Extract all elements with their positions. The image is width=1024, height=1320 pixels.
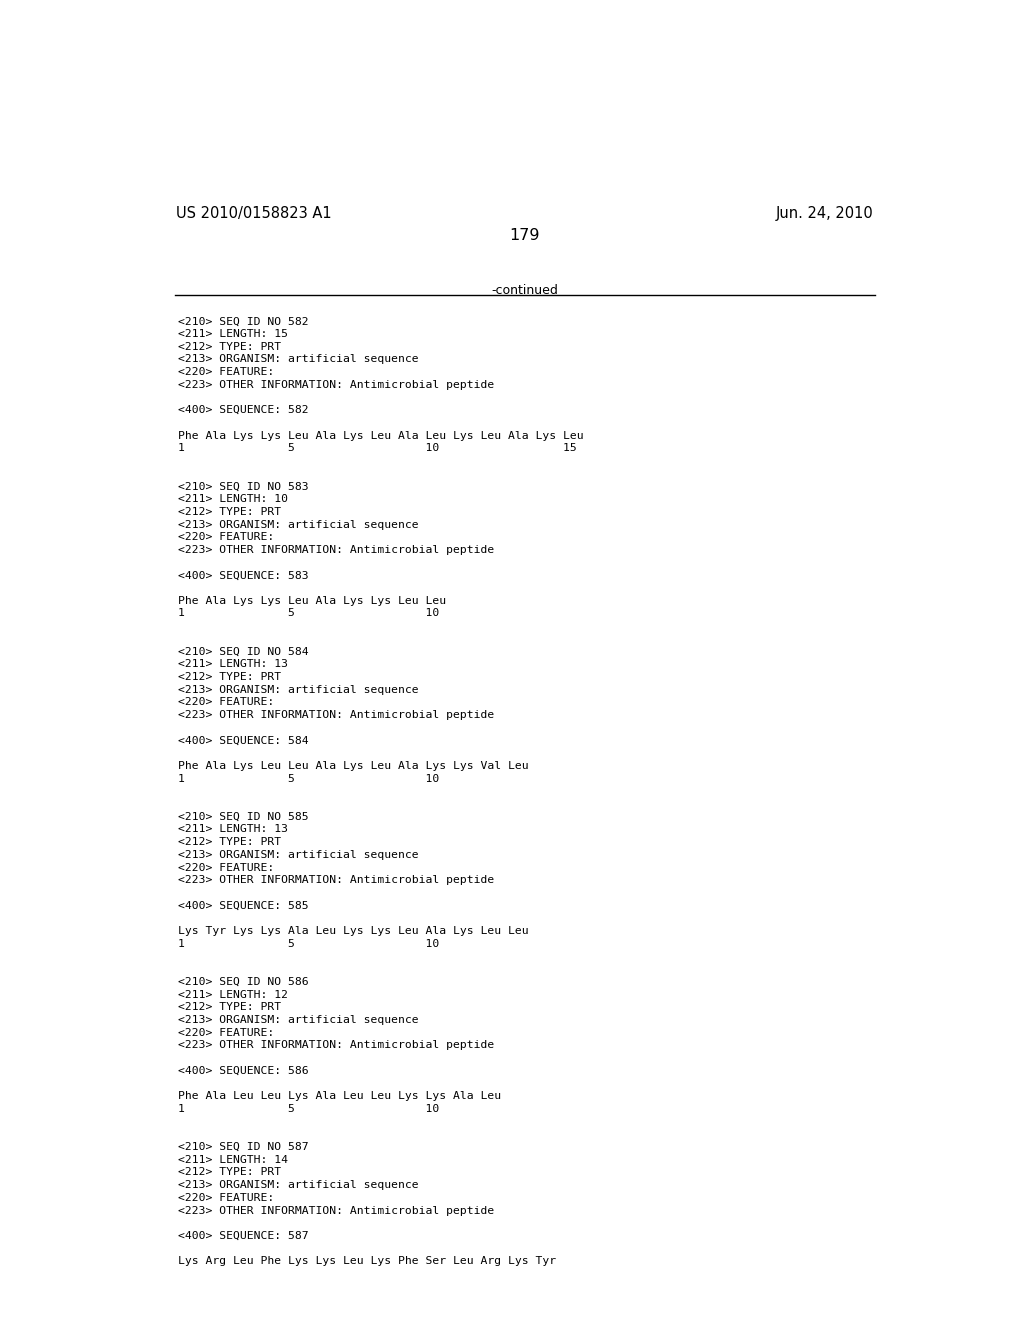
Text: Phe Ala Leu Leu Lys Ala Leu Leu Lys Lys Ala Leu: Phe Ala Leu Leu Lys Ala Leu Leu Lys Lys … <box>178 1092 502 1101</box>
Text: <223> OTHER INFORMATION: Antimicrobial peptide: <223> OTHER INFORMATION: Antimicrobial p… <box>178 710 495 721</box>
Text: <400> SEQUENCE: 583: <400> SEQUENCE: 583 <box>178 570 309 581</box>
Text: 1               5                   10: 1 5 10 <box>178 609 439 619</box>
Text: <210> SEQ ID NO 582: <210> SEQ ID NO 582 <box>178 317 309 326</box>
Text: <223> OTHER INFORMATION: Antimicrobial peptide: <223> OTHER INFORMATION: Antimicrobial p… <box>178 875 495 886</box>
Text: Phe Ala Lys Leu Leu Ala Lys Leu Ala Lys Lys Val Leu: Phe Ala Lys Leu Leu Ala Lys Leu Ala Lys … <box>178 760 529 771</box>
Text: <223> OTHER INFORMATION: Antimicrobial peptide: <223> OTHER INFORMATION: Antimicrobial p… <box>178 380 495 389</box>
Text: <211> LENGTH: 13: <211> LENGTH: 13 <box>178 825 289 834</box>
Text: <400> SEQUENCE: 585: <400> SEQUENCE: 585 <box>178 900 309 911</box>
Text: <211> LENGTH: 15: <211> LENGTH: 15 <box>178 329 289 339</box>
Text: <400> SEQUENCE: 586: <400> SEQUENCE: 586 <box>178 1065 309 1076</box>
Text: <210> SEQ ID NO 586: <210> SEQ ID NO 586 <box>178 977 309 987</box>
Text: <223> OTHER INFORMATION: Antimicrobial peptide: <223> OTHER INFORMATION: Antimicrobial p… <box>178 1205 495 1216</box>
Text: 1               5                   10                  15: 1 5 10 15 <box>178 444 578 453</box>
Text: 179: 179 <box>510 227 540 243</box>
Text: <400> SEQUENCE: 584: <400> SEQUENCE: 584 <box>178 735 309 746</box>
Text: <220> FEATURE:: <220> FEATURE: <box>178 697 274 708</box>
Text: <213> ORGANISM: artificial sequence: <213> ORGANISM: artificial sequence <box>178 354 419 364</box>
Text: Lys Arg Leu Phe Lys Lys Leu Lys Phe Ser Leu Arg Lys Tyr: Lys Arg Leu Phe Lys Lys Leu Lys Phe Ser … <box>178 1257 556 1266</box>
Text: Jun. 24, 2010: Jun. 24, 2010 <box>776 206 873 222</box>
Text: <210> SEQ ID NO 585: <210> SEQ ID NO 585 <box>178 812 309 822</box>
Text: <220> FEATURE:: <220> FEATURE: <box>178 1028 274 1038</box>
Text: <400> SEQUENCE: 582: <400> SEQUENCE: 582 <box>178 405 309 416</box>
Text: <223> OTHER INFORMATION: Antimicrobial peptide: <223> OTHER INFORMATION: Antimicrobial p… <box>178 545 495 554</box>
Text: <210> SEQ ID NO 584: <210> SEQ ID NO 584 <box>178 647 309 656</box>
Text: <211> LENGTH: 10: <211> LENGTH: 10 <box>178 494 289 504</box>
Text: <211> LENGTH: 14: <211> LENGTH: 14 <box>178 1155 289 1164</box>
Text: <220> FEATURE:: <220> FEATURE: <box>178 367 274 378</box>
Text: <212> TYPE: PRT: <212> TYPE: PRT <box>178 507 282 517</box>
Text: Phe Ala Lys Lys Leu Ala Lys Lys Leu Leu: Phe Ala Lys Lys Leu Ala Lys Lys Leu Leu <box>178 595 446 606</box>
Text: 1               5                   10: 1 5 10 <box>178 1104 439 1114</box>
Text: <220> FEATURE:: <220> FEATURE: <box>178 862 274 873</box>
Text: Lys Tyr Lys Lys Ala Leu Lys Lys Leu Ala Lys Leu Leu: Lys Tyr Lys Lys Ala Leu Lys Lys Leu Ala … <box>178 927 529 936</box>
Text: <213> ORGANISM: artificial sequence: <213> ORGANISM: artificial sequence <box>178 685 419 694</box>
Text: <220> FEATURE:: <220> FEATURE: <box>178 1193 274 1203</box>
Text: <212> TYPE: PRT: <212> TYPE: PRT <box>178 1167 282 1177</box>
Text: <210> SEQ ID NO 583: <210> SEQ ID NO 583 <box>178 482 309 491</box>
Text: <211> LENGTH: 13: <211> LENGTH: 13 <box>178 659 289 669</box>
Text: <213> ORGANISM: artificial sequence: <213> ORGANISM: artificial sequence <box>178 1180 419 1191</box>
Text: <213> ORGANISM: artificial sequence: <213> ORGANISM: artificial sequence <box>178 1015 419 1026</box>
Text: <400> SEQUENCE: 587: <400> SEQUENCE: 587 <box>178 1232 309 1241</box>
Text: Phe Ala Lys Lys Leu Ala Lys Leu Ala Leu Lys Leu Ala Lys Leu: Phe Ala Lys Lys Leu Ala Lys Leu Ala Leu … <box>178 430 584 441</box>
Text: 1               5                   10: 1 5 10 <box>178 939 439 949</box>
Text: <223> OTHER INFORMATION: Antimicrobial peptide: <223> OTHER INFORMATION: Antimicrobial p… <box>178 1040 495 1051</box>
Text: US 2010/0158823 A1: US 2010/0158823 A1 <box>176 206 332 222</box>
Text: <212> TYPE: PRT: <212> TYPE: PRT <box>178 837 282 847</box>
Text: -continued: -continued <box>492 284 558 297</box>
Text: <213> ORGANISM: artificial sequence: <213> ORGANISM: artificial sequence <box>178 520 419 529</box>
Text: 1               5                   10: 1 5 10 <box>178 774 439 784</box>
Text: <213> ORGANISM: artificial sequence: <213> ORGANISM: artificial sequence <box>178 850 419 859</box>
Text: <220> FEATURE:: <220> FEATURE: <box>178 532 274 543</box>
Text: <212> TYPE: PRT: <212> TYPE: PRT <box>178 1002 282 1012</box>
Text: <212> TYPE: PRT: <212> TYPE: PRT <box>178 342 282 351</box>
Text: <211> LENGTH: 12: <211> LENGTH: 12 <box>178 990 289 999</box>
Text: <210> SEQ ID NO 587: <210> SEQ ID NO 587 <box>178 1142 309 1152</box>
Text: <212> TYPE: PRT: <212> TYPE: PRT <box>178 672 282 682</box>
